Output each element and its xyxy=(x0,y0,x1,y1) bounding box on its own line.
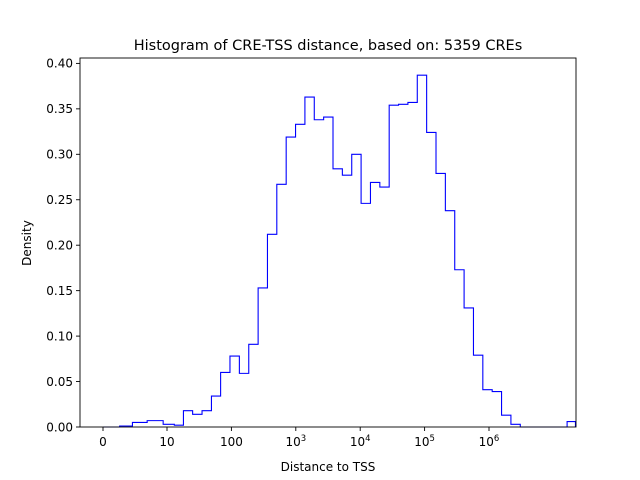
y-tick-label: 0.05 xyxy=(46,375,73,389)
y-tick-label: 0.30 xyxy=(46,148,73,162)
plot-frame xyxy=(79,57,577,428)
y-axis-label: Density xyxy=(20,220,34,266)
y-axis-ticks: 0.00 0.05 0.10 0.15 0.20 0.25 0.30 0.35 0.40 xyxy=(46,57,80,434)
x-tick-label: 105 xyxy=(414,434,435,449)
x-axis-label: Distance to TSS xyxy=(281,460,376,474)
x-tick-label: 100 xyxy=(220,435,243,449)
x-tick-label: 104 xyxy=(350,434,371,449)
x-tick-label: 10 xyxy=(159,435,174,449)
x-tick-label: 106 xyxy=(479,434,500,449)
x-tick-label: 103 xyxy=(285,434,306,449)
chart-title: Histogram of CRE-TSS distance, based on:… xyxy=(134,38,523,54)
y-tick-label: 0.15 xyxy=(46,284,73,298)
histogram-step-line xyxy=(103,74,577,428)
x-axis-ticks: 0 10 100 103 104 105 106 xyxy=(99,427,499,449)
y-tick-label: 0.40 xyxy=(46,57,73,71)
y-tick-label: 0.20 xyxy=(46,239,73,253)
x-tick-label: 0 xyxy=(99,435,107,449)
plot-area xyxy=(103,74,577,428)
y-tick-label: 0.00 xyxy=(46,420,73,434)
y-tick-label: 0.10 xyxy=(46,329,73,343)
y-tick-label: 0.25 xyxy=(46,193,73,207)
y-tick-label: 0.35 xyxy=(46,102,73,116)
